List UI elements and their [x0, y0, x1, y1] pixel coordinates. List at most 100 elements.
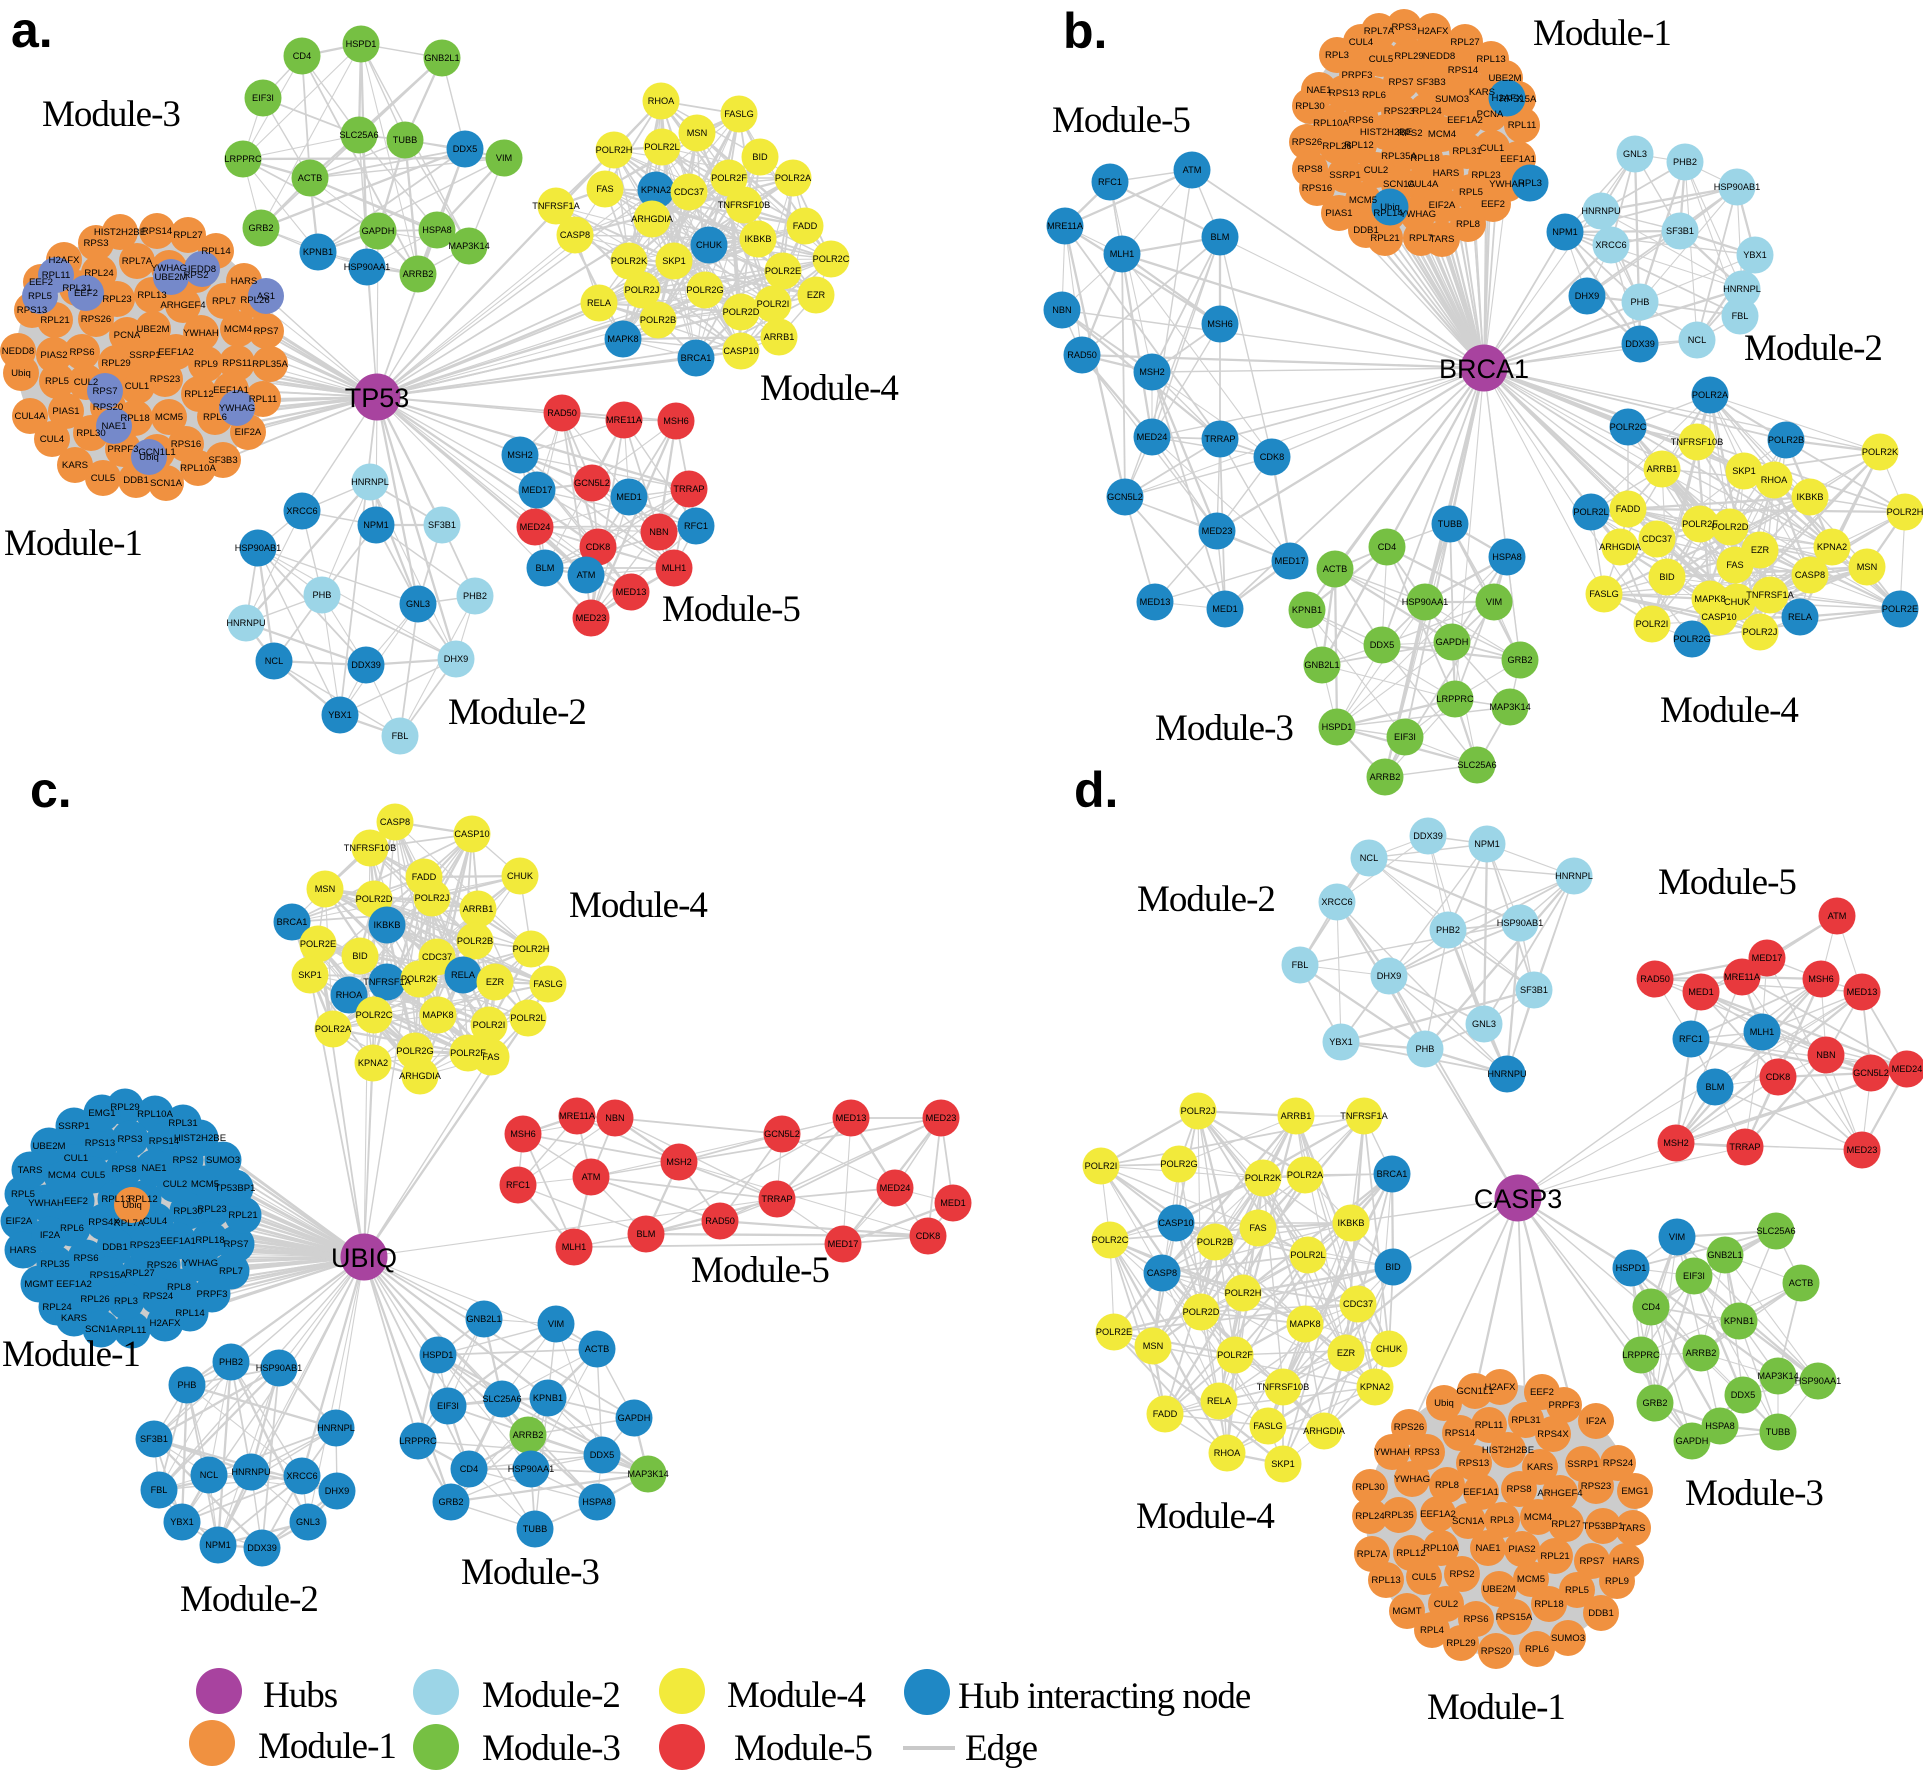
svg-text:SF3B1: SF3B1 [428, 520, 456, 530]
svg-text:RFC1: RFC1 [684, 521, 708, 531]
svg-text:POLR2B: POLR2B [1768, 435, 1804, 445]
svg-text:CDK8: CDK8 [916, 1231, 941, 1241]
svg-text:Module-5: Module-5 [1052, 100, 1190, 141]
svg-text:Ubiq: Ubiq [1380, 202, 1400, 213]
svg-text:CUL5: CUL5 [91, 473, 116, 484]
svg-text:ACTB: ACTB [585, 1344, 610, 1354]
svg-text:MED17: MED17 [828, 1239, 859, 1249]
svg-text:TP53: TP53 [345, 383, 410, 413]
svg-text:FBL: FBL [1292, 960, 1309, 970]
svg-text:RPS3: RPS3 [83, 238, 108, 249]
svg-text:DHX9: DHX9 [1575, 291, 1600, 301]
svg-text:POLR2H: POLR2H [1887, 507, 1923, 517]
svg-text:ARHGDIA: ARHGDIA [1303, 1426, 1346, 1436]
svg-text:CUL4A: CUL4A [1408, 179, 1440, 190]
svg-text:RPS26: RPS26 [1394, 1422, 1424, 1433]
svg-text:SCN1A: SCN1A [1452, 1516, 1485, 1527]
svg-text:CASP10: CASP10 [723, 346, 758, 356]
svg-text:NAE1: NAE1 [1475, 1543, 1500, 1554]
svg-text:RPL31: RPL31 [62, 283, 91, 294]
svg-text:RPL29: RPL29 [101, 358, 130, 369]
svg-text:RPS13: RPS13 [1459, 1458, 1489, 1469]
svg-text:RPS11: RPS11 [222, 358, 252, 369]
svg-text:ARRB1: ARRB1 [1647, 464, 1678, 474]
svg-text:SUMO3: SUMO3 [1435, 94, 1469, 105]
svg-text:RPS7: RPS7 [1579, 1556, 1604, 1567]
svg-text:SLC25A6: SLC25A6 [482, 1394, 521, 1404]
svg-text:GNL3: GNL3 [296, 1517, 320, 1527]
svg-text:DDB1: DDB1 [1588, 1608, 1614, 1619]
svg-text:MLH1: MLH1 [1110, 249, 1135, 259]
svg-text:GCN5L2: GCN5L2 [574, 478, 610, 488]
svg-text:POLR2A: POLR2A [1287, 1170, 1324, 1180]
svg-text:PHB2: PHB2 [1436, 925, 1460, 935]
svg-text:HNRNPL: HNRNPL [317, 1423, 355, 1433]
svg-text:RPS14: RPS14 [149, 1136, 180, 1147]
svg-text:RPL9: RPL9 [1605, 1576, 1629, 1587]
svg-text:POLR2L: POLR2L [1573, 507, 1608, 517]
svg-text:RPS2: RPS2 [1449, 1569, 1474, 1580]
svg-text:MED23: MED23 [1202, 526, 1233, 536]
svg-text:RPL10A: RPL10A [1313, 118, 1349, 129]
svg-text:DDX39: DDX39 [247, 1543, 277, 1553]
svg-text:PCNA: PCNA [1477, 109, 1504, 120]
svg-text:AS1: AS1 [257, 291, 275, 302]
svg-text:POLR2L: POLR2L [644, 142, 679, 152]
svg-text:Module-3: Module-3 [461, 1552, 599, 1593]
svg-text:TP53BP1: TP53BP1 [214, 1183, 255, 1194]
svg-text:HSP90AA1: HSP90AA1 [344, 262, 390, 272]
svg-text:RPL5: RPL5 [28, 291, 52, 302]
svg-text:RPL7: RPL7 [212, 296, 236, 307]
svg-text:NBN: NBN [1052, 305, 1071, 315]
svg-text:RPL11: RPL11 [1508, 120, 1537, 131]
svg-text:GNB2L1: GNB2L1 [466, 1314, 501, 1324]
svg-text:RPS3: RPS3 [117, 1134, 142, 1145]
svg-text:Module-5: Module-5 [662, 589, 800, 630]
svg-text:H2AFX: H2AFX [1485, 1382, 1517, 1393]
svg-text:DDX5: DDX5 [1731, 1390, 1756, 1400]
svg-text:TUBB: TUBB [1766, 1427, 1791, 1437]
svg-text:RPL6: RPL6 [203, 412, 227, 423]
svg-text:ATM: ATM [577, 570, 596, 580]
svg-text:YWHAH: YWHAH [28, 1198, 64, 1209]
svg-text:MRE11A: MRE11A [559, 1111, 596, 1121]
svg-text:ARHGDIA: ARHGDIA [399, 1071, 442, 1081]
svg-text:SKP1: SKP1 [1271, 1459, 1295, 1469]
svg-text:SSRP1: SSRP1 [129, 350, 160, 361]
svg-text:RPS2: RPS2 [172, 1155, 197, 1166]
svg-text:EEF2: EEF2 [64, 1196, 88, 1207]
svg-text:TNFRSF10B: TNFRSF10B [344, 843, 397, 853]
svg-text:CUL1: CUL1 [125, 381, 150, 392]
svg-text:EEF2: EEF2 [1530, 1387, 1554, 1398]
svg-text:EEF1A1: EEF1A1 [1463, 1487, 1499, 1498]
svg-text:MAPK8: MAPK8 [422, 1010, 453, 1020]
svg-text:POLR2F: POLR2F [711, 173, 747, 183]
svg-text:Ubiq: Ubiq [122, 1200, 142, 1211]
svg-text:IKBKB: IKBKB [1337, 1218, 1364, 1228]
svg-text:RPL14: RPL14 [175, 1308, 205, 1319]
svg-text:PIAS1: PIAS1 [1325, 208, 1352, 219]
svg-text:POLR2H: POLR2H [596, 145, 633, 155]
svg-text:IEDD8: IEDD8 [188, 264, 216, 275]
svg-text:RPL12: RPL12 [184, 389, 213, 400]
svg-text:RPS3: RPS3 [1414, 1447, 1439, 1458]
svg-text:UBIQ: UBIQ [331, 1243, 397, 1273]
svg-text:MED1: MED1 [616, 492, 642, 502]
svg-text:RPL12: RPL12 [128, 1194, 157, 1205]
svg-text:EEF1A2: EEF1A2 [1420, 1509, 1456, 1520]
svg-text:BLM: BLM [637, 1229, 656, 1239]
svg-text:PHB2: PHB2 [219, 1357, 243, 1367]
svg-text:CDK8: CDK8 [1260, 452, 1285, 462]
svg-text:GCN5L2: GCN5L2 [764, 1129, 800, 1139]
svg-text:POLR2F: POLR2F [1682, 519, 1718, 529]
svg-text:ARRB2: ARRB2 [1370, 772, 1401, 782]
svg-text:POLR2G: POLR2G [1673, 634, 1710, 644]
svg-text:POLR2J: POLR2J [1181, 1106, 1216, 1116]
svg-text:POLR2K: POLR2K [611, 256, 648, 266]
svg-text:POLR2K: POLR2K [401, 974, 438, 984]
svg-text:YWHAH: YWHAH [1489, 179, 1525, 190]
svg-text:HSP90AB1: HSP90AB1 [1714, 182, 1760, 192]
svg-text:RAD50: RAD50 [547, 408, 577, 418]
svg-text:Module-1: Module-1 [1533, 13, 1671, 54]
svg-text:RPL8: RPL8 [1456, 219, 1480, 230]
